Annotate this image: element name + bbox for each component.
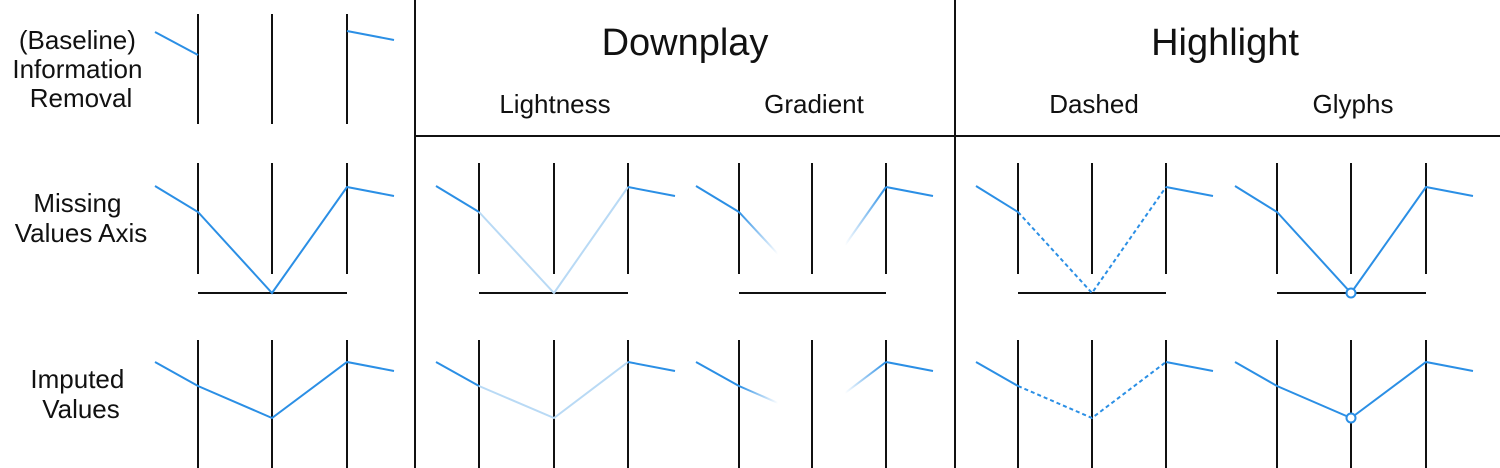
column-label-glyphs: Glyphs	[1313, 89, 1394, 119]
series-line-right	[885, 186, 934, 197]
series-line-right	[627, 361, 676, 372]
series-line-right	[627, 186, 676, 197]
series-line-dashed	[1017, 186, 1167, 295]
panel-imputed-baseline	[154, 340, 395, 468]
row-label-imputed-line-1: Imputed	[30, 364, 124, 394]
header-highlight: Highlight	[1151, 22, 1299, 64]
series-line	[1234, 360, 1474, 420]
column-label-lightness: Lightness	[499, 89, 610, 119]
series-line-dashed	[1017, 361, 1167, 420]
panel-missing-axis-lightness	[435, 163, 676, 295]
panel-imputed-gradient	[695, 340, 934, 468]
row-label-baseline-line-3: Removal	[30, 83, 133, 113]
row-label-baseline-line-1: (Baseline)	[19, 25, 136, 55]
series-line-gradient-right	[844, 186, 887, 246]
panel-missing-axis-dashed	[975, 163, 1214, 295]
series-line-left	[975, 185, 1019, 213]
panel-missing-axis-baseline	[154, 163, 395, 295]
header-downplay: Downplay	[602, 22, 769, 64]
panel-imputed-lightness	[435, 340, 676, 468]
series-line-faded	[478, 361, 629, 420]
row-label-missing-values-axis: Missing Values Axis	[15, 188, 147, 248]
series-line-left	[695, 361, 740, 387]
series-line-gradient-left	[738, 211, 779, 255]
series-line	[1234, 185, 1474, 295]
missing-value-glyph	[1345, 287, 1357, 299]
series-line-gradient-left	[738, 385, 779, 404]
row-label-baseline-line-2: Information	[12, 54, 142, 84]
row-label-missing-line-2: Values Axis	[15, 218, 147, 248]
column-label-gradient: Gradient	[764, 89, 864, 119]
row-label-imputed-values: Imputed Values	[30, 364, 131, 424]
panel-baseline	[154, 14, 395, 124]
panel-missing-axis-gradient	[695, 163, 934, 294]
panel-missing-axis-glyphs	[1234, 163, 1474, 299]
series-line-left	[435, 361, 480, 387]
series-line-right	[1165, 186, 1214, 197]
series-line-left	[695, 185, 740, 213]
series-line-left	[154, 31, 199, 56]
series-line-right	[885, 361, 934, 372]
series-line-left	[435, 185, 480, 213]
series-line-right	[346, 30, 395, 41]
series-line	[154, 360, 395, 420]
series-line	[154, 185, 395, 295]
column-label-dashed: Dashed	[1049, 89, 1139, 119]
series-line-left	[975, 361, 1019, 387]
panel-imputed-dashed	[975, 340, 1214, 468]
series-line-gradient-right	[844, 361, 887, 394]
imputed-value-glyph	[1345, 412, 1357, 424]
series-line-right	[1165, 361, 1214, 372]
row-label-baseline: (Baseline) Information Removal	[12, 25, 149, 113]
row-label-imputed-line-2: Values	[42, 394, 120, 424]
series-line-faded	[478, 186, 629, 295]
panel-imputed-glyphs	[1234, 340, 1474, 468]
row-label-missing-line-1: Missing	[33, 188, 121, 218]
